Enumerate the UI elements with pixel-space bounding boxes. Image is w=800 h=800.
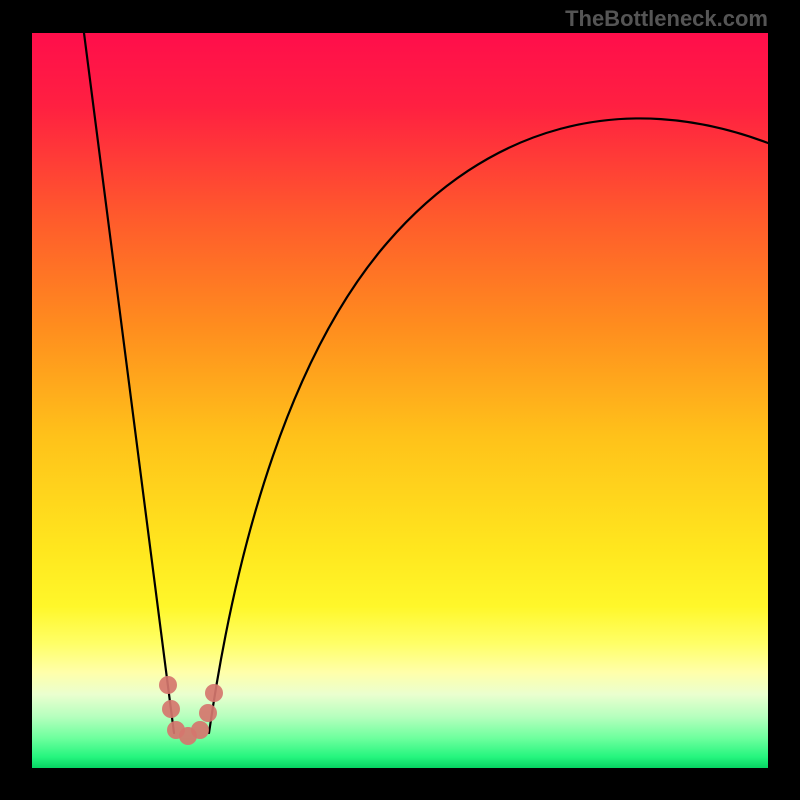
- valley-marker: [159, 676, 177, 694]
- chart-svg: [32, 33, 768, 768]
- valley-marker: [205, 684, 223, 702]
- valley-marker-group: [159, 676, 223, 745]
- valley-marker: [162, 700, 180, 718]
- watermark-text: TheBottleneck.com: [565, 6, 768, 32]
- valley-marker: [199, 704, 217, 722]
- curve-left: [84, 33, 174, 733]
- valley-marker: [191, 721, 209, 739]
- plot-area: [32, 33, 768, 768]
- curve-right: [209, 118, 768, 733]
